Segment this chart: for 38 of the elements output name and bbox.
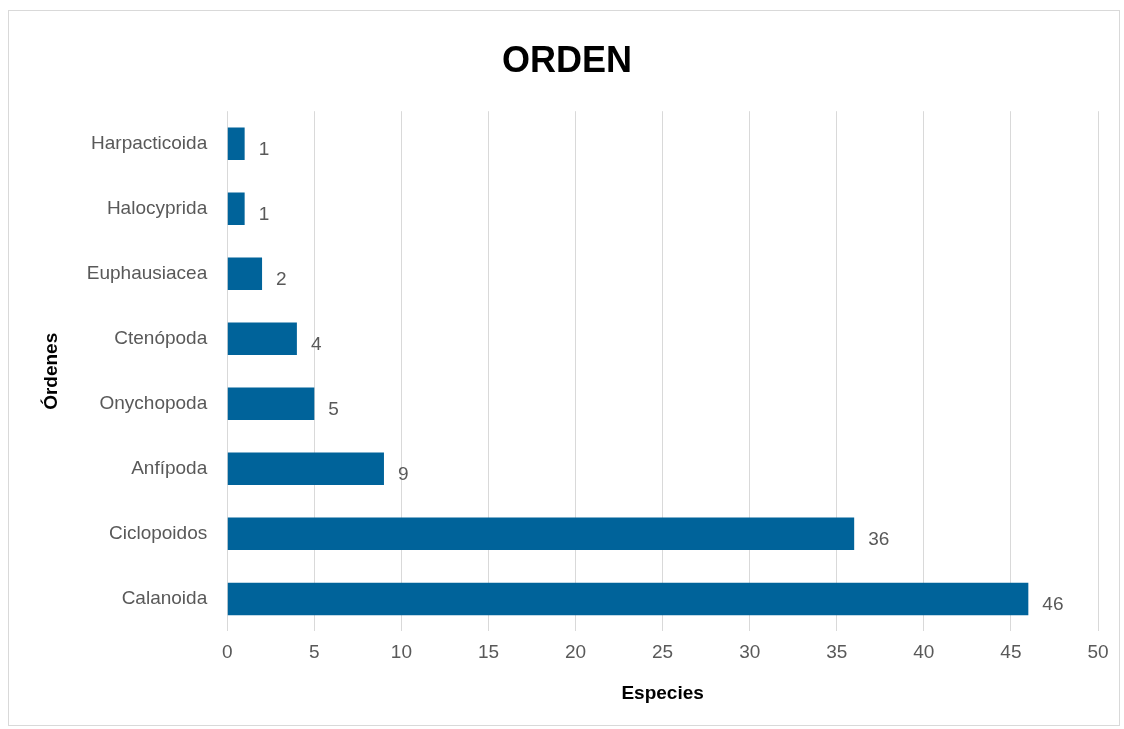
data-label: 1: [258, 137, 270, 159]
x-axis-title: Especies: [621, 681, 704, 703]
x-tick-label: 10: [390, 641, 412, 663]
y-tick-label: Euphausiacea: [86, 262, 208, 283]
x-tick-label: 20: [564, 641, 587, 663]
chart-title: ORDEN: [501, 38, 633, 80]
bar: [227, 257, 263, 291]
x-tick-label: 40: [913, 641, 935, 663]
y-tick-label: Harpacticoida: [91, 131, 208, 153]
bar: [227, 127, 245, 160]
y-tick-label: Halocyprida: [106, 196, 208, 218]
data-label: 36: [868, 528, 890, 550]
y-tick-label: Onychopoda: [99, 392, 208, 414]
x-tick-label: 0: [221, 641, 233, 663]
y-tick-label: Ciclopoidos: [108, 522, 208, 544]
data-label: 46: [1042, 593, 1064, 615]
bar: [227, 192, 245, 225]
y-axis-title: Órdenes: [39, 332, 61, 410]
y-tick-label: Ctenópoda: [114, 327, 208, 349]
y-tick-label: Calanoida: [121, 587, 208, 609]
bar: [227, 452, 384, 486]
x-tick-label: 45: [1000, 641, 1022, 663]
y-tick-label: Anfípoda: [131, 457, 208, 479]
data-label: 5: [328, 398, 339, 420]
data-label: 1: [258, 202, 270, 224]
x-tick-label: 30: [739, 641, 761, 663]
x-tick-label: 5: [309, 641, 320, 663]
data-label: 4: [310, 333, 322, 355]
data-label: 9: [397, 463, 409, 485]
x-tick-label: 25: [652, 641, 674, 663]
bar: [227, 517, 855, 551]
x-tick-label: 15: [477, 641, 500, 663]
bar: [227, 582, 1029, 616]
bar: [227, 322, 297, 356]
data-label: 2: [276, 268, 287, 289]
x-tick-label: 35: [826, 641, 848, 663]
bar: [227, 387, 315, 421]
x-tick-label: 50: [1087, 641, 1109, 663]
